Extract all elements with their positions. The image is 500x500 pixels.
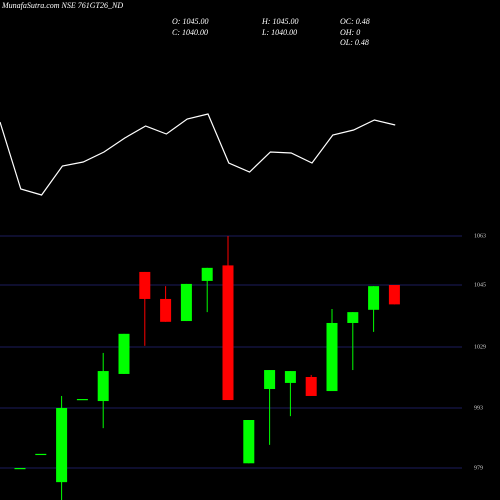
candle-body bbox=[14, 468, 26, 470]
info-low: L: 1040.00 bbox=[261, 28, 297, 37]
candle-body bbox=[76, 399, 88, 401]
candle-body bbox=[388, 285, 400, 305]
y-tick-label: 993 bbox=[474, 405, 483, 411]
candle-body bbox=[243, 420, 255, 464]
info-close: C: 1040.00 bbox=[172, 28, 208, 37]
candle-body bbox=[326, 322, 338, 392]
y-tick-label: 1045 bbox=[474, 282, 486, 288]
candle-body bbox=[35, 453, 47, 456]
candle-body bbox=[305, 376, 317, 396]
candle-body bbox=[180, 283, 192, 322]
info-oh: OH: 0 bbox=[340, 28, 360, 37]
info-oc: OC: 0.48 bbox=[340, 17, 370, 26]
info-high: H: 1045.00 bbox=[261, 17, 298, 26]
candle-body bbox=[368, 286, 380, 310]
chart-title: MunafaSutra.com NSE 761GT26_ND bbox=[1, 1, 123, 10]
info-open: O: 1045.00 bbox=[172, 17, 208, 26]
y-tick-label: 1063 bbox=[474, 233, 486, 239]
candle-body bbox=[264, 370, 276, 390]
info-ol: OL: 0.48 bbox=[340, 38, 369, 47]
candle-body bbox=[347, 312, 359, 323]
candle-body bbox=[56, 408, 68, 483]
candle-body bbox=[222, 265, 234, 401]
candle-body bbox=[284, 371, 296, 383]
candle-body bbox=[160, 298, 172, 322]
indicator-line bbox=[0, 113, 396, 196]
candle-body bbox=[201, 267, 213, 281]
candle-body bbox=[97, 371, 109, 402]
candle-body bbox=[139, 271, 151, 299]
y-tick-label: 1029 bbox=[474, 344, 486, 350]
y-tick-label: 979 bbox=[474, 465, 483, 471]
candle-body bbox=[118, 333, 130, 374]
